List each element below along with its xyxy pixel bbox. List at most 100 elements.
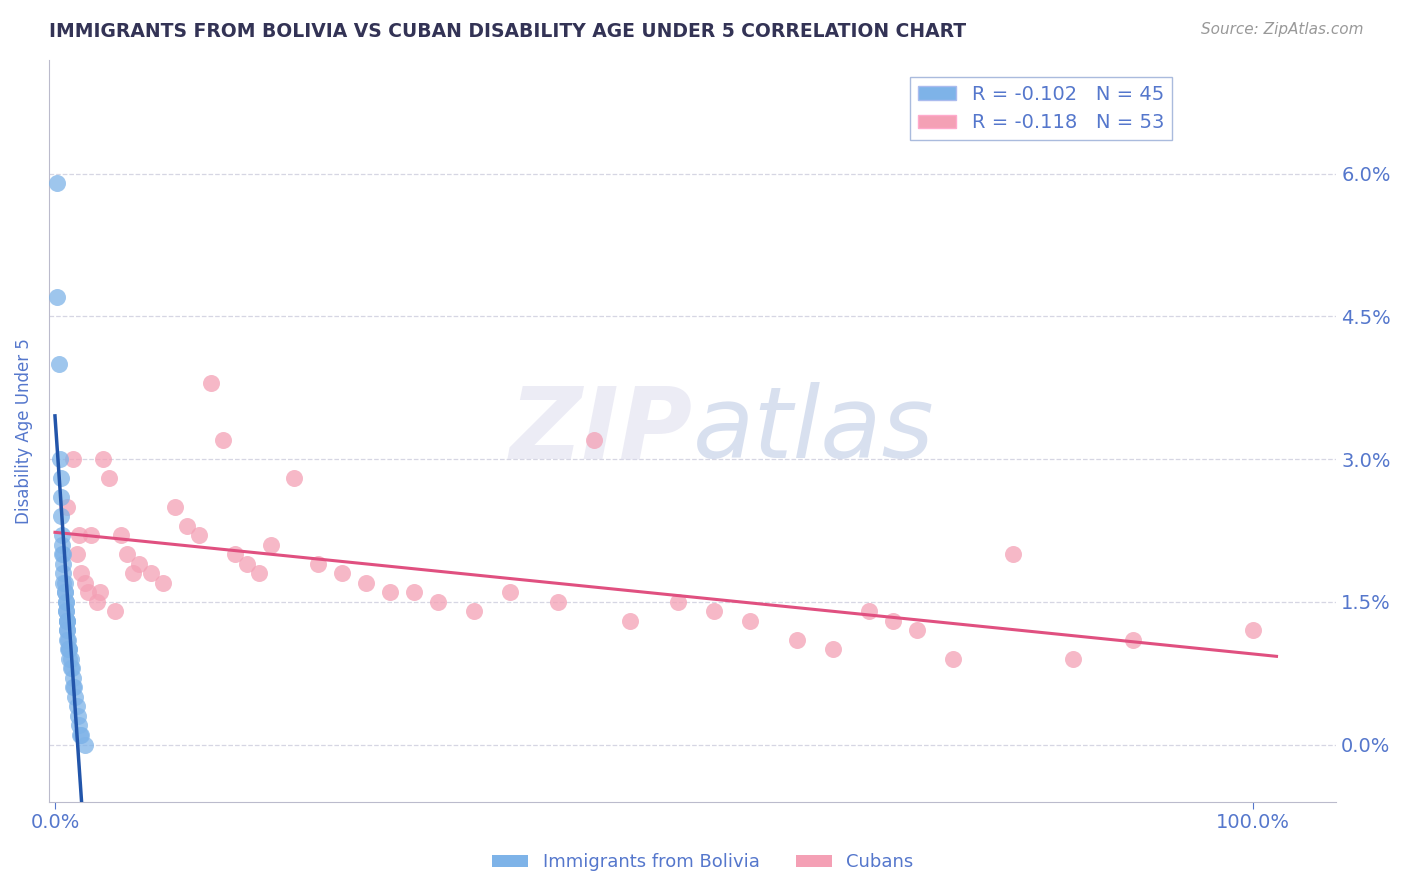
Point — [53, 585, 76, 599]
Point — [55, 604, 77, 618]
Point — [80, 528, 103, 542]
Point — [1002, 547, 1025, 561]
Point — [60, 661, 83, 675]
Point — [67, 528, 90, 542]
Point — [63, 681, 86, 695]
Point — [56, 614, 79, 628]
Point — [56, 624, 79, 638]
Point — [56, 614, 79, 628]
Point — [235, 557, 257, 571]
Point — [942, 652, 965, 666]
Point — [70, 566, 93, 581]
Point — [51, 538, 73, 552]
Point — [46, 290, 69, 304]
Point — [53, 585, 76, 599]
Point — [65, 547, 87, 561]
Point — [89, 585, 111, 599]
Point — [404, 585, 426, 599]
Point — [163, 500, 186, 514]
Point — [703, 604, 725, 618]
Point — [152, 575, 174, 590]
Point — [52, 575, 75, 590]
Point — [55, 604, 77, 618]
Point — [582, 433, 605, 447]
Point — [224, 547, 246, 561]
Point — [77, 585, 100, 599]
Point — [211, 433, 233, 447]
Point — [49, 471, 72, 485]
Point — [823, 642, 845, 657]
Point — [187, 528, 209, 542]
Point — [55, 595, 77, 609]
Point — [104, 604, 127, 618]
Point — [56, 632, 79, 647]
Point — [52, 557, 75, 571]
Point — [56, 632, 79, 647]
Text: ZIP: ZIP — [510, 382, 693, 479]
Point — [48, 357, 70, 371]
Point — [463, 604, 485, 618]
Point — [905, 624, 928, 638]
Point — [356, 575, 378, 590]
Point — [115, 547, 138, 561]
Point — [547, 595, 569, 609]
Point — [619, 614, 641, 628]
Legend: Immigrants from Bolivia, Cubans: Immigrants from Bolivia, Cubans — [485, 847, 921, 879]
Point — [53, 575, 76, 590]
Point — [86, 595, 108, 609]
Point — [62, 681, 84, 695]
Point — [73, 738, 96, 752]
Point — [59, 652, 82, 666]
Point — [52, 566, 75, 581]
Point — [51, 547, 73, 561]
Point — [62, 671, 84, 685]
Point — [49, 509, 72, 524]
Point — [48, 452, 70, 467]
Point — [259, 538, 281, 552]
Point — [1122, 632, 1144, 647]
Point — [121, 566, 143, 581]
Point — [49, 490, 72, 504]
Point — [65, 699, 87, 714]
Point — [1062, 652, 1084, 666]
Point — [427, 595, 450, 609]
Point — [128, 557, 150, 571]
Point — [110, 528, 132, 542]
Point — [58, 642, 80, 657]
Text: IMMIGRANTS FROM BOLIVIA VS CUBAN DISABILITY AGE UNDER 5 CORRELATION CHART: IMMIGRANTS FROM BOLIVIA VS CUBAN DISABIL… — [49, 22, 966, 41]
Y-axis label: Disability Age Under 5: Disability Age Under 5 — [15, 338, 32, 524]
Point — [46, 176, 69, 190]
Point — [58, 642, 80, 657]
Point — [58, 652, 80, 666]
Legend: R = -0.102   N = 45, R = -0.118   N = 53: R = -0.102 N = 45, R = -0.118 N = 53 — [910, 77, 1173, 140]
Point — [65, 690, 87, 704]
Point — [73, 575, 96, 590]
Point — [56, 614, 79, 628]
Point — [70, 728, 93, 742]
Point — [56, 642, 79, 657]
Point — [247, 566, 270, 581]
Point — [67, 718, 90, 732]
Point — [62, 452, 84, 467]
Point — [882, 614, 904, 628]
Point — [332, 566, 354, 581]
Point — [55, 595, 77, 609]
Point — [858, 604, 880, 618]
Point — [66, 709, 89, 723]
Point — [283, 471, 305, 485]
Point — [139, 566, 162, 581]
Text: atlas: atlas — [693, 382, 935, 479]
Point — [1241, 624, 1264, 638]
Point — [69, 728, 91, 742]
Text: Source: ZipAtlas.com: Source: ZipAtlas.com — [1201, 22, 1364, 37]
Point — [56, 624, 79, 638]
Point — [91, 452, 114, 467]
Point — [176, 518, 198, 533]
Point — [56, 500, 79, 514]
Point — [307, 557, 329, 571]
Point — [97, 471, 120, 485]
Point — [59, 661, 82, 675]
Point — [380, 585, 402, 599]
Point — [738, 614, 761, 628]
Point — [51, 528, 73, 542]
